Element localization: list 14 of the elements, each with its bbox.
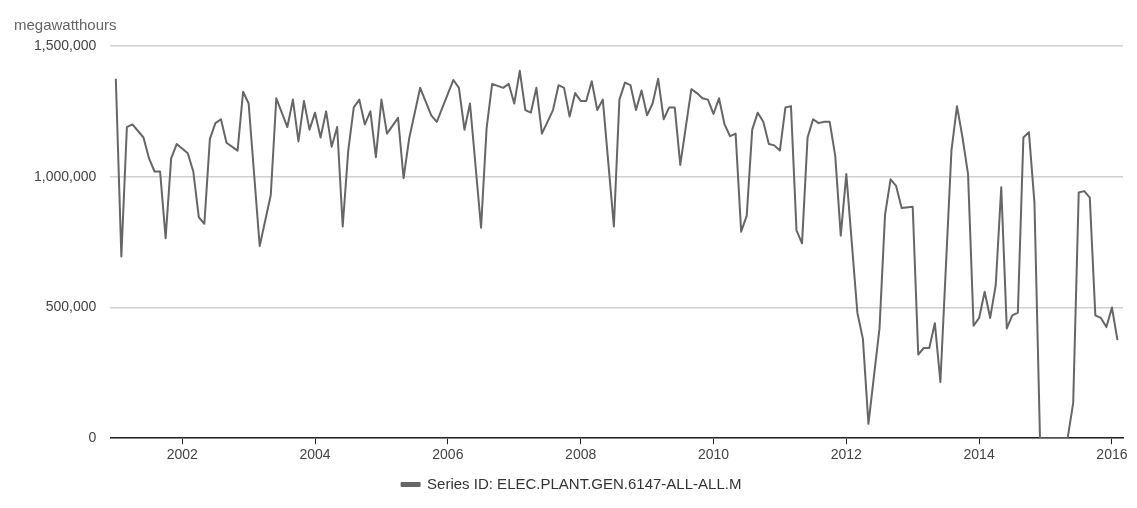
y-tick-label: 1,500,000	[33, 36, 97, 53]
x-tick-label: 2008	[565, 446, 597, 463]
x-tick-label: 2006	[432, 446, 464, 463]
y-axis-title: megawatthours	[14, 16, 117, 33]
y-tick-label: 0	[88, 429, 97, 446]
x-tick-label: 2014	[963, 446, 995, 463]
x-tick-label: 2012	[830, 446, 863, 463]
y-tick-label: 500,000	[45, 298, 97, 315]
y-tick-label: 1,000,000	[33, 167, 97, 184]
x-tick-label: 2004	[299, 446, 331, 463]
x-tick-label: 2010	[697, 446, 730, 463]
x-tick-label: 2002	[166, 446, 198, 463]
legend-label: Series ID: ELEC.PLANT.GEN.6147-ALL-ALL.M	[427, 474, 742, 492]
x-tick-label: 2016	[1096, 446, 1128, 463]
